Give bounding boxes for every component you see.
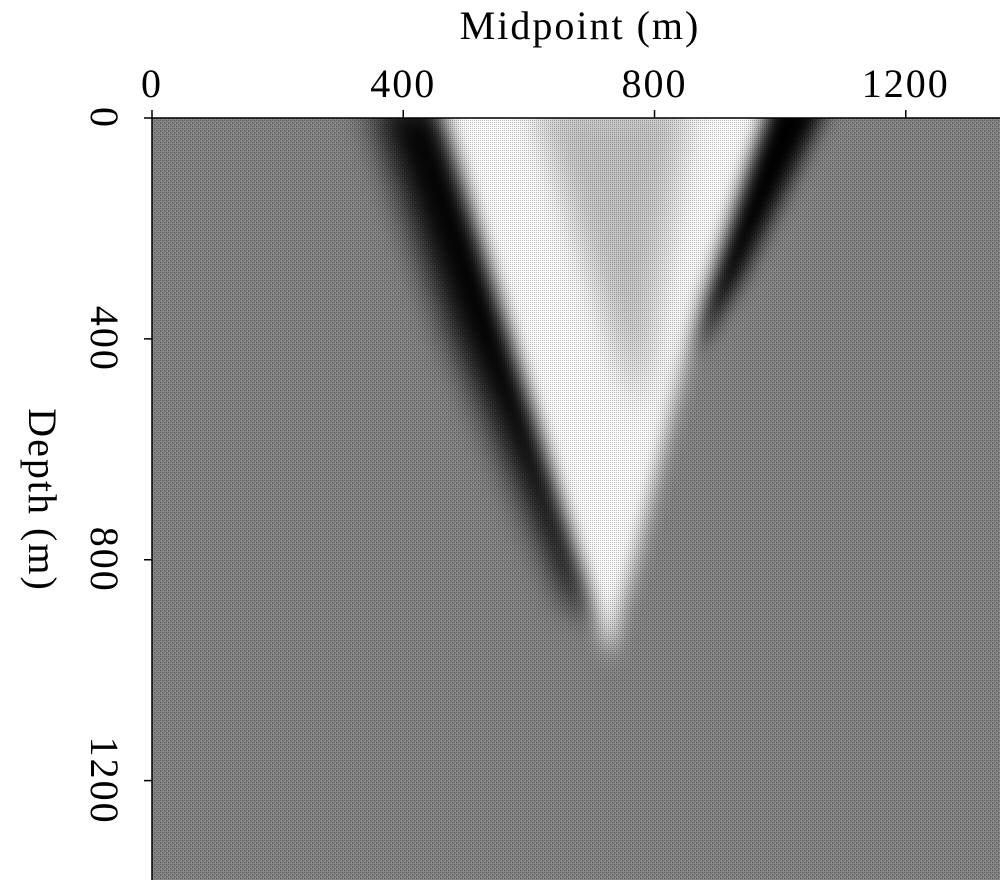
x-tick-label: 800: [622, 61, 688, 106]
x-tick-label: 400: [370, 61, 436, 106]
x-axis-label: Midpoint (m): [460, 3, 701, 48]
y-tick-label: 1200: [82, 737, 127, 825]
x-tick-label: 0: [141, 61, 163, 106]
y-tick-label: 800: [82, 527, 127, 593]
y-tick-label: 0: [82, 107, 127, 129]
y-tick-label: 400: [82, 306, 127, 372]
seismic-image: [152, 118, 1000, 880]
x-tick-label: 1200: [862, 61, 950, 106]
y-axis-label: Depth (m): [20, 408, 65, 592]
